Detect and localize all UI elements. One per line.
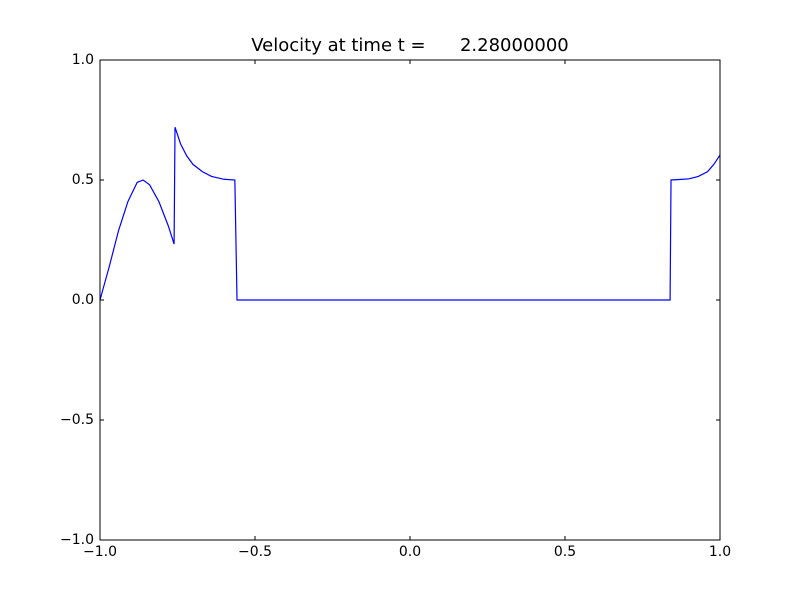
x-tick-label: 1.0 <box>709 544 731 560</box>
y-tick-label: −0.5 <box>60 412 94 428</box>
y-tick-label: 0.0 <box>72 292 94 308</box>
x-tick-label: 0.5 <box>554 544 576 560</box>
x-tick-label: 0.0 <box>399 544 421 560</box>
chart-title: Velocity at time t = 2.28000000 <box>251 35 569 56</box>
y-tick-label: 0.5 <box>72 172 94 188</box>
y-tick-label: −1.0 <box>60 532 94 548</box>
x-tick-label: −0.5 <box>238 544 272 560</box>
y-tick-label: 1.0 <box>72 52 94 68</box>
x-tick-label: −1.0 <box>83 544 117 560</box>
data-line <box>99 127 721 301</box>
